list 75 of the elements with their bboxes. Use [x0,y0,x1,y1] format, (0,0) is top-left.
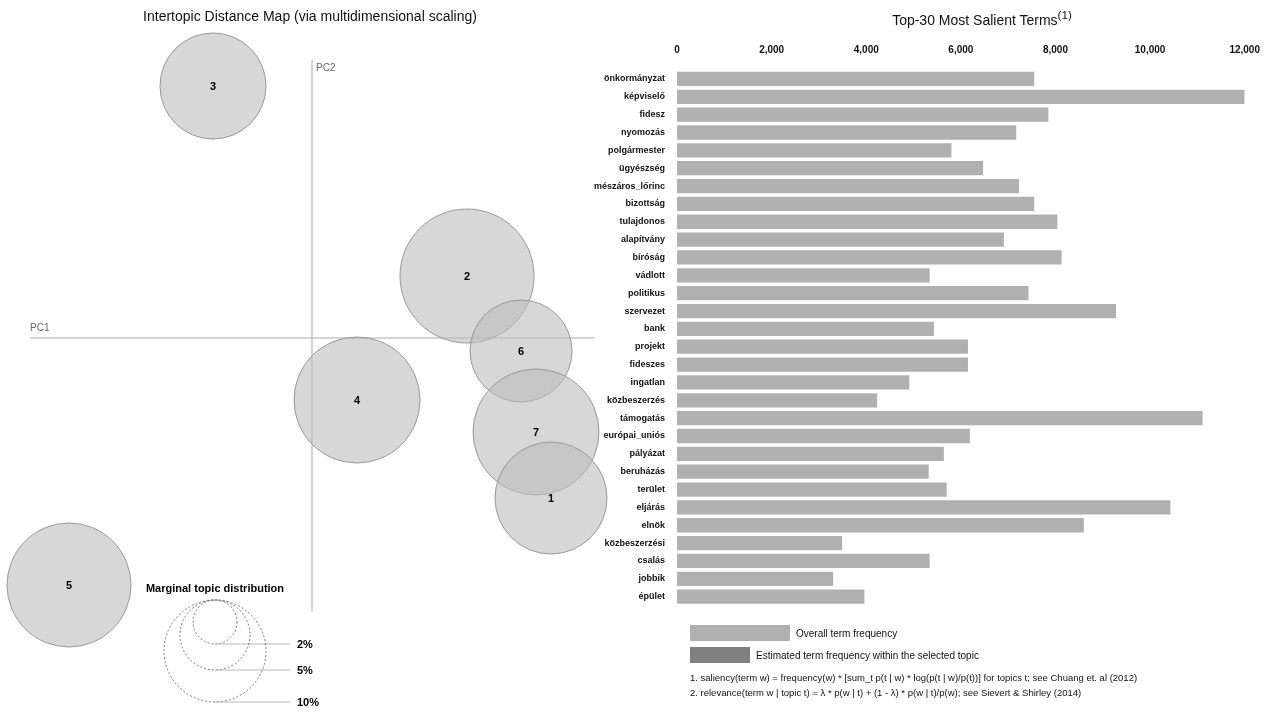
y-tick-label: bizottság [625,198,666,209]
bar [677,535,843,551]
y-tick-label: jobbik [637,573,667,584]
bar [677,107,1049,122]
y-tick-label: polgármester [608,144,666,155]
bar [677,500,1171,515]
y-tick-label: európai_uniós [603,430,666,441]
bar [677,303,1117,319]
y-tick-label: fideszes [629,359,666,370]
y-tick-label: pályázat [629,448,666,459]
y-tick-label: nyomozás [621,126,666,137]
bar [677,125,1017,140]
bar [677,178,1020,194]
y-tick-label: terület [637,484,666,495]
bar [677,464,929,479]
x-tick-label: 4,000 [853,43,880,55]
bar [677,482,947,497]
bar [677,250,1062,265]
y-tick-label: közbeszerzési [604,537,666,548]
y-tick-label: ügyészség [619,162,666,173]
y-tick-label: beruházás [620,466,666,477]
x-tick-label: 8,000 [1042,43,1069,55]
x-tick-label: 6,000 [948,43,974,55]
bar [677,89,1245,104]
y-tick-label: mészáros_lőrinc [593,180,666,191]
bar [677,553,930,569]
bar [677,518,1084,533]
text: Estimated term frequency within the selected topic [756,649,979,661]
x-tick-label: 10,000 [1134,43,1166,55]
bar [677,393,878,408]
y-tick-label: támogatás [620,412,666,423]
y-tick-label: bíróság [632,251,666,262]
bar [677,321,934,337]
bar [677,589,865,604]
y-tick-label: képviselő [624,91,666,102]
bar [677,286,1029,301]
text: Overall term frequency [796,627,898,639]
bar [677,446,944,461]
y-tick-label: közbeszerzés [607,394,666,405]
text: 2. relevance(term w | topic t) = λ * p(w | t) + (1 - λ) * p(w | t)/p(w); see Sievert & Shirley (2014) [690,686,1083,700]
bar [677,214,1058,229]
bar [677,232,1004,247]
y-tick-label: eljárás [636,501,666,512]
bar [677,571,834,586]
text: 5% [297,664,313,676]
y-tick-label: épület [638,591,666,602]
y-tick-label: vádlott [635,269,666,280]
bar [677,143,952,158]
bar [677,375,910,390]
bar [677,161,984,176]
bar [677,268,930,283]
chart-title: Top-30 Most Salient Terms$^{(1)}$ [891,8,1073,28]
y-tick-label: fidesz [639,109,666,120]
y-tick-label: bank [644,323,667,334]
y-tick-label: elnök [641,519,667,530]
x-tick-label: 0 [674,43,681,55]
y-tick-label: szervezet [624,305,666,316]
bar [677,71,1035,87]
y-tick-label: tulajdonos [619,216,666,227]
bar [677,357,968,372]
y-tick-label: ingatlan [630,376,666,387]
y-tick-label: önkormányzat [604,73,666,84]
y-tick-label: politikus [628,287,666,298]
bar [677,339,968,354]
bar [677,411,1203,426]
x-tick-label: 12,000 [1229,43,1261,55]
y-tick-label: projekt [635,341,666,352]
bar [677,428,970,444]
x-tick-label: 2,000 [759,43,785,55]
text: Intertopic Distance Map (via multidimensional scaling) [142,8,478,24]
y-tick-label: alapítvány [621,234,666,245]
text: 10% [297,696,320,708]
y-tick-label: csalás [637,555,666,566]
text: 1. saliency(term w) = frequency(w) * [sum_t p(t | w) * log(p(t | w)/p(t))] for topics t; see Chuang et. al (2012) [690,671,1138,685]
bar [677,196,1035,212]
